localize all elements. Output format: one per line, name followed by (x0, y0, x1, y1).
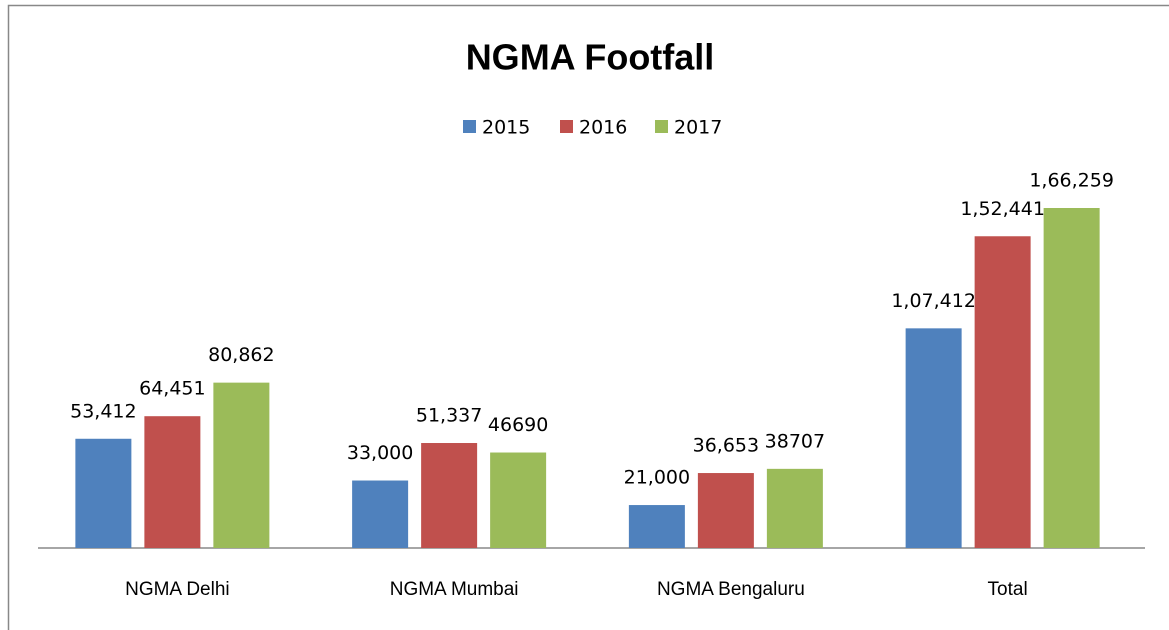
legend-swatch (463, 120, 476, 133)
bar (766, 468, 823, 548)
x-tick-label: NGMA Delhi (125, 579, 230, 600)
x-tick-label: NGMA Bengaluru (657, 579, 805, 600)
bar (352, 480, 409, 548)
x-tick-label: NGMA Mumbai (390, 579, 519, 600)
bar (628, 505, 685, 548)
legend-label: 2015 (482, 117, 530, 139)
bar (213, 382, 270, 548)
value-label: 53,412 (70, 400, 136, 422)
bar (1043, 208, 1100, 548)
x-tick-label: Total (988, 579, 1028, 600)
value-label: 80,862 (208, 344, 274, 366)
value-label: 21,000 (624, 467, 690, 489)
value-label: 33,000 (347, 442, 413, 464)
value-label: 36,653 (693, 435, 759, 457)
bar (490, 452, 547, 548)
value-label: 1,66,259 (1029, 170, 1114, 192)
value-label: 51,337 (416, 405, 482, 427)
bar (421, 443, 478, 548)
bar (905, 328, 962, 548)
value-label: 64,451 (139, 378, 205, 400)
legend-label: 2017 (674, 117, 722, 139)
bar (75, 438, 132, 548)
legend-swatch (560, 120, 573, 133)
value-label: 1,07,412 (891, 290, 976, 312)
bar (144, 416, 201, 548)
bar (974, 236, 1031, 548)
legend-swatch (655, 120, 668, 133)
value-label: 38707 (765, 430, 825, 452)
chart-title: NGMA Footfall (466, 37, 715, 78)
value-label: 1,52,441 (960, 198, 1045, 220)
bar (697, 473, 754, 548)
chart-frame (7, 4, 1169, 630)
legend-label: 2016 (579, 117, 627, 139)
value-label: 46690 (488, 414, 548, 436)
